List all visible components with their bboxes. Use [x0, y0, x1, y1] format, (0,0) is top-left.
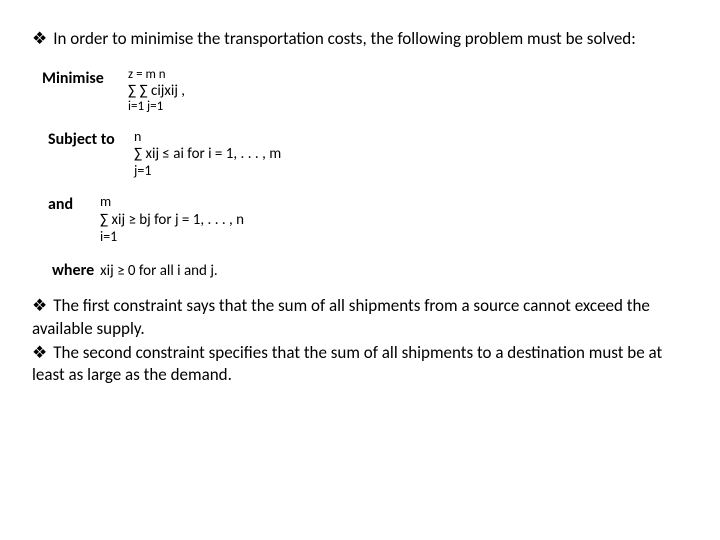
and-block: and m ∑ xij ≥ bj for j = 1, . . . , n i=…	[48, 194, 688, 246]
intro-text: In order to minimise the transportation …	[53, 28, 636, 49]
subject-top: n	[134, 129, 281, 146]
and-bot: i=1	[100, 229, 244, 246]
bullet-icon: ❖	[32, 342, 47, 364]
minimise-label: Minimise	[42, 68, 128, 90]
subject-label: Subject to	[48, 129, 134, 151]
subject-bot: j=1	[134, 163, 281, 180]
minimise-mid: ∑ ∑ cijxij ,	[128, 82, 185, 100]
where-block: where xij ≥ 0 for all i and j.	[52, 260, 688, 282]
where-text: xij ≥ 0 for all i and j.	[100, 262, 218, 280]
subject-block: Subject to n ∑ xij ≤ ai for i = 1, . . .…	[48, 129, 688, 181]
explain2-paragraph: ❖The second constraint specifies that th…	[32, 342, 688, 386]
explain1-text: The first constraint says that the sum o…	[32, 295, 650, 338]
subject-mid: ∑ xij ≤ ai for i = 1, . . . , m	[134, 145, 281, 163]
and-mid: ∑ xij ≥ bj for j = 1, . . . , n	[100, 211, 244, 229]
bullet-icon: ❖	[32, 28, 47, 50]
and-label: and	[48, 194, 100, 216]
minimise-top: z = m n	[128, 68, 185, 82]
explain1-paragraph: ❖The first constraint says that the sum …	[32, 295, 688, 339]
where-label: where	[52, 261, 94, 280]
bullet-icon: ❖	[32, 295, 47, 317]
and-top: m	[100, 194, 244, 211]
intro-paragraph: ❖ In order to minimise the transportation…	[32, 28, 688, 50]
explain2-text: The second constraint specifies that the…	[32, 342, 662, 385]
minimise-bot: i=1 j=1	[128, 100, 185, 114]
minimise-block: Minimise z = m n ∑ ∑ cijxij , i=1 j=1	[42, 68, 688, 115]
